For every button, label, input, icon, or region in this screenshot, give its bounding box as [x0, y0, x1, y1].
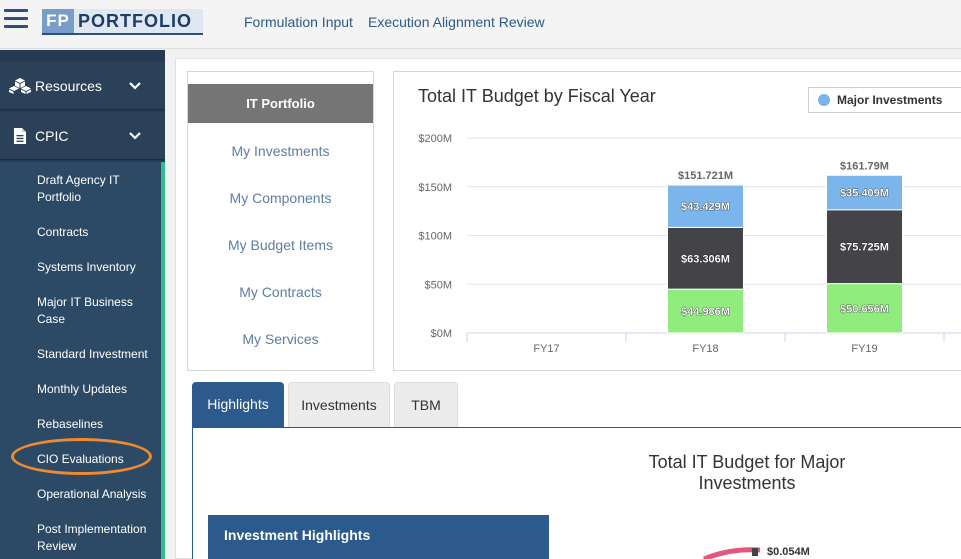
sidebar-item-monthly-updates[interactable]: Monthly Updates — [37, 382, 128, 396]
bar-segment — [826, 174, 903, 211]
sidebar-item-systems-inventory[interactable]: Systems Inventory — [37, 260, 136, 274]
tab-investments[interactable]: Investments — [288, 382, 390, 427]
document-icon — [8, 127, 32, 145]
pie-data-label: $0.054M — [767, 546, 810, 558]
chart-title: Total IT Budget by Fiscal Year — [418, 86, 656, 106]
nav-execution-alignment-review[interactable]: Execution Alignment Review — [368, 14, 545, 30]
menu-item-my-services[interactable]: My Services — [242, 331, 319, 347]
bar-segment — [826, 209, 903, 285]
sidebar-item-major-it-business-case[interactable]: Major IT Business Case — [37, 295, 133, 326]
menu-item-it-portfolio[interactable]: IT Portfolio — [188, 84, 373, 123]
bar-data-label: $63.306M — [681, 253, 730, 265]
y-tick-label: $100M — [418, 231, 452, 243]
logo-word: PORTFOLIO — [74, 9, 203, 33]
bar-segment — [826, 283, 903, 334]
sidebar-section-cpic[interactable]: CPIC — [0, 112, 165, 160]
x-tick-label: FY17 — [533, 343, 559, 355]
bar-total-label: $151.721M — [678, 170, 733, 182]
bar-data-label: $43.429M — [681, 201, 730, 213]
major-investments-pie: $0.054M — [703, 546, 810, 559]
bar-data-label: $50.656M — [840, 303, 889, 315]
major-investments-chart-title: Total IT Budget for Major Investments — [648, 452, 846, 493]
x-tick-label: FY19 — [851, 343, 877, 355]
menu-item-my-investments[interactable]: My Investments — [231, 143, 330, 159]
chevron-down-icon — [129, 128, 141, 143]
pie-slice-small — [752, 548, 758, 556]
sidebar-section-label: CPIC — [35, 127, 69, 144]
app-logo[interactable]: FP PORTFOLIO — [42, 9, 203, 35]
sidebar-item-contracts[interactable]: Contracts — [37, 225, 89, 239]
sidebar-item-post-implementation-review[interactable]: Post Implementation Review — [37, 522, 147, 553]
sidebar-item-standard-investment[interactable]: Standard Investment — [37, 347, 148, 361]
bar-data-label: $35.409M — [840, 188, 889, 200]
sidebar-section-resources[interactable]: Resources — [0, 62, 165, 110]
y-tick-label: $50M — [424, 279, 452, 291]
logo-prefix: FP — [42, 9, 74, 33]
sidebar-item-cio-evaluations[interactable]: CIO Evaluations — [37, 452, 124, 466]
sidebar-section-label: Resources — [35, 77, 102, 94]
bar-data-label: $44.986M — [681, 306, 730, 318]
budget-chart-panel: $0M $50M $100M $150M $200M FY17 FY18 $44.986M $6… — [393, 71, 961, 371]
tab-highlights[interactable]: Highlights — [192, 382, 284, 427]
y-tick-label: $200M — [418, 133, 452, 145]
top-bar: FP PORTFOLIO Formulation Input Execution… — [0, 0, 961, 49]
bar-data-label: $75.725M — [840, 242, 889, 254]
bar-segment — [667, 226, 744, 290]
investment-highlights-header: Investment Highlights — [208, 515, 549, 559]
menu-item-my-contracts[interactable]: My Contracts — [239, 284, 322, 300]
nav-formulation-input[interactable]: Formulation Input — [244, 14, 353, 30]
menu-item-my-budget-items[interactable]: My Budget Items — [227, 237, 334, 253]
y-tick-label: $0M — [431, 328, 452, 340]
chevron-down-icon — [129, 78, 141, 93]
menu-item-my-components[interactable]: My Components — [229, 190, 332, 206]
sidebar-submenu-cpic — [0, 162, 165, 559]
cubes-icon — [8, 77, 32, 95]
budget-bar-chart: $0M $50M $100M $150M $200M FY17 FY18 $44.986M $6… — [418, 133, 961, 355]
sidebar-item-operational-analysis[interactable]: Operational Analysis — [37, 487, 147, 501]
hamburger-menu-icon[interactable] — [4, 9, 28, 31]
bar-segment — [667, 184, 744, 228]
sidebar-item-draft-agency-it-portfolio[interactable]: Draft Agency IT Portfolio — [37, 173, 120, 204]
legend-color-dot — [818, 94, 830, 106]
y-tick-label: $150M — [418, 182, 452, 194]
portfolio-menu: IT Portfolio My Investments My Component… — [187, 71, 374, 371]
sidebar-item-rebaselines[interactable]: Rebaselines — [37, 417, 104, 431]
legend-label: Major Investments — [837, 93, 943, 107]
pie-slice-edge — [703, 547, 761, 559]
chart-legend[interactable]: Major Investments — [808, 87, 961, 113]
tab-tbm[interactable]: TBM — [394, 382, 458, 427]
x-tick-label: FY18 — [692, 343, 718, 355]
bar-total-label: $161.79M — [840, 160, 889, 172]
